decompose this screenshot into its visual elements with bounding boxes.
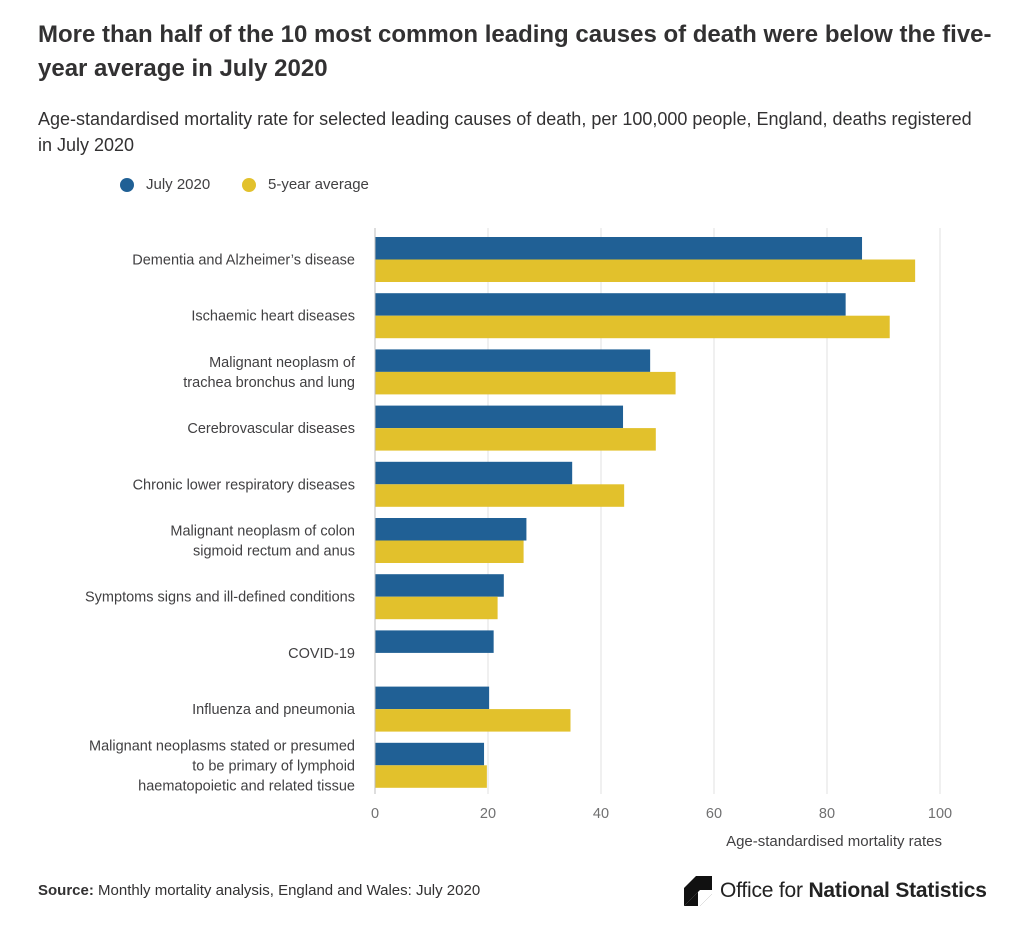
category-label-line: Influenza and pneumonia — [192, 702, 356, 718]
category-label-1: Ischaemic heart diseases — [191, 309, 355, 325]
x-tick-label-0: 0 — [371, 806, 379, 822]
bar-5-year-average-6 — [375, 596, 498, 620]
category-label-4: Chronic lower respiratory diseases — [133, 477, 355, 493]
legend-label-july-2020: July 2020 — [146, 176, 211, 193]
bar-july-2020-4 — [375, 461, 573, 485]
source-note: Source: Monthly mortality analysis, Engl… — [38, 882, 480, 899]
category-label-line: Dementia and Alzheimer’s disease — [132, 253, 355, 269]
category-label-2: Malignant neoplasm of trachea bronchus an… — [183, 355, 356, 391]
category-label-5: Malignant neoplasm of colon sigmoid rectu… — [170, 524, 355, 560]
chart-subtitle: Age-standardised mortality rate for sele… — [38, 109, 972, 155]
bar-july-2020-7 — [375, 630, 494, 653]
category-label-7: COVID-19 — [288, 646, 355, 662]
bar-july-2020-8 — [375, 686, 490, 710]
legend-label-5-year-average: 5-year average — [268, 176, 369, 193]
category-label-line: Malignant neoplasm of — [209, 355, 356, 371]
category-label-line: to be primary of lymphoid — [192, 758, 355, 774]
bar-july-2020-5 — [375, 518, 527, 541]
bar-5-year-average-9 — [375, 765, 487, 788]
bar-5-year-average-8 — [375, 709, 571, 732]
category-label-line: haematopoietic and related tissue — [138, 778, 355, 794]
category-label-line: Symptoms signs and ill-defined condition… — [85, 590, 355, 606]
bar-chart: 0 20 40 60 80 100 Age-standardised mortality r… — [85, 228, 952, 850]
ons-logo-mark-icon — [684, 876, 712, 906]
source-text: Monthly mortality analysis, England and … — [98, 882, 481, 899]
chart-title: More than half of the 10 most common lea… — [38, 21, 992, 82]
ons-logo-text-bold: National Statistics — [808, 879, 987, 902]
legend-item-july-2020: July 2020 — [120, 176, 210, 193]
bar-july-2020-2 — [375, 349, 651, 372]
bar-5-year-average-5 — [375, 540, 524, 563]
source-label: Source: — [38, 882, 94, 899]
ons-logo-text-prefix: Office for — [720, 879, 803, 902]
x-tick-label-100: 100 — [928, 806, 952, 822]
bar-5-year-average-4 — [375, 484, 625, 507]
bar-july-2020-1 — [375, 293, 846, 316]
category-label-line: Chronic lower respiratory diseases — [133, 477, 355, 493]
x-tick-label-60: 60 — [706, 806, 722, 822]
bar-july-2020-3 — [375, 405, 624, 429]
legend-item-5-year-average: 5-year average — [242, 176, 369, 193]
bar-july-2020-9 — [375, 742, 485, 766]
bar-july-2020-6 — [375, 574, 504, 597]
category-label-9: Malignant neoplasms stated or presumed to… — [89, 738, 355, 794]
bar-5-year-average-0 — [375, 259, 916, 282]
x-tick-label-40: 40 — [593, 806, 609, 822]
category-label-line: Ischaemic heart diseases — [191, 309, 355, 325]
category-label-line: sigmoid rectum and anus — [193, 544, 355, 560]
bar-5-year-average-2 — [375, 371, 676, 395]
category-label-line: Cerebrovascular diseases — [187, 421, 355, 437]
category-label-6: Symptoms signs and ill-defined condition… — [85, 590, 355, 606]
x-axis-title: Age-standardised mortality rates — [726, 833, 942, 850]
x-tick-label-80: 80 — [819, 806, 835, 822]
x-tick-label-20: 20 — [480, 806, 496, 822]
bar-5-year-average-1 — [375, 315, 890, 339]
bar-5-year-average-3 — [375, 428, 656, 451]
category-label-line: trachea bronchus and lung — [183, 375, 355, 391]
category-label-3: Cerebrovascular diseases — [187, 421, 355, 437]
ons-logo-text: Office for National Statistics — [720, 879, 987, 903]
category-label-line: Malignant neoplasms stated or presumed — [89, 738, 355, 754]
category-label-line: COVID-19 — [288, 646, 355, 662]
category-label-0: Dementia and Alzheimer’s disease — [132, 253, 355, 269]
bar-july-2020-0 — [375, 237, 863, 260]
legend-swatch-5-year-average — [242, 177, 256, 192]
legend-swatch-july-2020 — [120, 177, 134, 192]
category-label-line: Malignant neoplasm of colon — [170, 524, 355, 540]
ons-logo: Office for National Statistics — [684, 874, 987, 908]
category-label-8: Influenza and pneumonia — [192, 702, 356, 718]
